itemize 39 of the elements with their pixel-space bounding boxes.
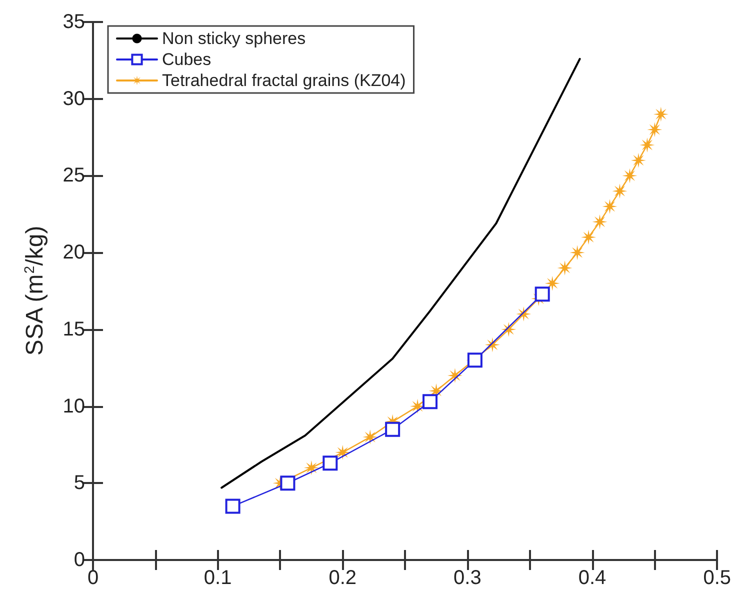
y-tick-label: 0 (74, 549, 85, 571)
point (592, 214, 608, 230)
point (362, 430, 378, 445)
point (304, 460, 319, 476)
point (581, 230, 596, 245)
point (647, 122, 662, 138)
point (544, 276, 560, 291)
x-tick-label: 0.2 (328, 567, 357, 589)
legend-label: Cubes (162, 50, 212, 69)
y-tick-label: 10 (62, 395, 85, 418)
point (322, 456, 338, 471)
y-tick-label: 35 (62, 11, 85, 33)
point (335, 444, 350, 460)
x-tick-label: 0.3 (454, 567, 482, 589)
point (385, 422, 400, 437)
x-tick-label: 0 (87, 567, 99, 589)
legend-label: Tetrahedral fractal grains (KZ04) (162, 71, 406, 90)
point (612, 184, 628, 199)
point (422, 394, 438, 410)
x-tick-label: 0.1 (204, 567, 232, 589)
y-tick-label: 30 (62, 88, 85, 110)
y-tick-label: 5 (74, 472, 85, 494)
x-tick-label: 0.5 (703, 567, 732, 589)
point (630, 152, 646, 168)
point (557, 260, 572, 276)
legend-label: Non sticky spheres (162, 29, 306, 48)
point (622, 168, 638, 184)
point (570, 245, 585, 260)
point (640, 137, 655, 152)
x-tick-label: 0.4 (578, 567, 606, 589)
point (225, 498, 240, 514)
point (280, 476, 296, 491)
y-tick-label: 15 (62, 318, 85, 340)
y-tick-label: 25 (62, 164, 85, 187)
y-axis-title: SSA (m2/kg) (21, 226, 48, 356)
point (534, 286, 550, 302)
point (653, 106, 668, 122)
y-tick-label: 20 (62, 242, 85, 264)
point (602, 198, 618, 214)
